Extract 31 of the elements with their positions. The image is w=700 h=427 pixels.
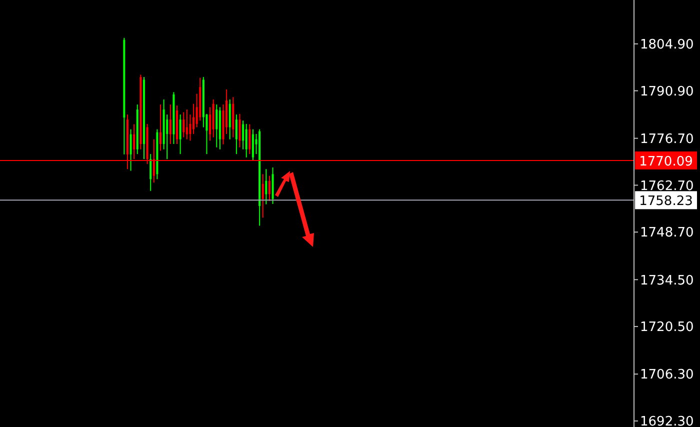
candlestick [216,104,218,148]
candlestick [265,168,268,205]
candlestick [186,109,188,140]
candlestick [182,112,185,138]
candlestick [235,114,238,155]
candlestick [262,174,264,218]
candlestick [169,104,172,145]
candlestick [245,123,248,158]
candlestick [252,128,254,162]
y-tick-label: 1692.30 [640,414,694,427]
candlestick [238,113,241,148]
y-tick-label: 1720.50 [640,320,694,336]
y-tick-label: 1734.50 [640,273,694,288]
candlestick [242,120,244,150]
candlestick [160,104,162,152]
candlestick [209,106,212,142]
y-tick-label: 1748.70 [640,226,694,241]
ref-line-label: 1770.09 [639,154,693,170]
y-tick-label: 1790.90 [640,84,694,100]
candlestick [150,154,152,192]
y-tick-label: 1762.70 [640,178,694,194]
y-tick-label: 1706.30 [640,368,694,383]
candlestick [268,175,270,202]
candlestick [248,124,251,155]
candlestick [228,98,231,140]
candlestick [130,128,132,172]
y-tick-label: 1804.90 [640,37,694,52]
candlestick [179,114,182,155]
candlestick [192,103,195,134]
y-tick-label: 1776.70 [640,132,694,147]
ref-line-label: 1758.23 [639,194,693,210]
